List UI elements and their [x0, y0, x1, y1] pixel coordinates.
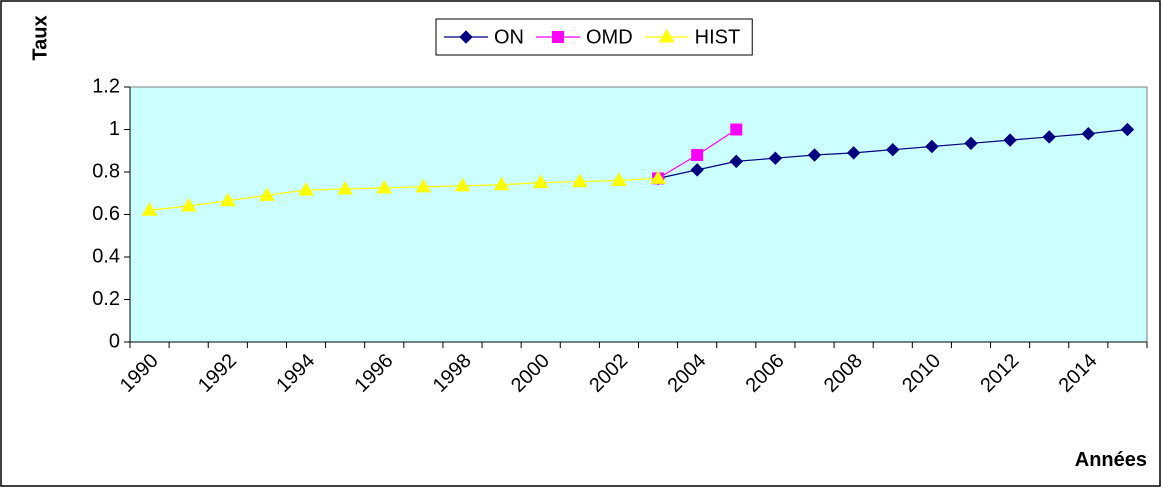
y-tick-label: 0.2: [92, 288, 120, 310]
marker: [730, 123, 743, 136]
y-axis-title: Taux: [29, 15, 51, 60]
marker: [768, 151, 783, 165]
marker: [493, 176, 510, 191]
marker: [729, 154, 743, 169]
marker: [180, 198, 197, 212]
marker: [846, 146, 861, 160]
marker: [532, 174, 549, 189]
legend: ON OMD HIST: [435, 18, 753, 56]
y-tick-label: 0.8: [92, 160, 120, 182]
series-line: [149, 177, 659, 211]
legend-label: OMD: [586, 26, 633, 48]
marker: [925, 139, 939, 154]
y-tick-label: 1.2: [92, 75, 120, 97]
marker: [611, 172, 627, 186]
y-tick-label: 1: [109, 118, 120, 140]
marker: [1042, 130, 1056, 144]
marker: [690, 163, 704, 177]
legend-marker: [658, 29, 675, 43]
y-tick-label: 0.6: [92, 203, 120, 225]
legend-marker: [552, 31, 564, 43]
marker: [337, 181, 354, 195]
marker: [141, 202, 158, 216]
marker: [1003, 133, 1017, 147]
marker: [650, 170, 666, 184]
y-tick-label: 0.4: [92, 245, 120, 267]
marker: [691, 149, 704, 161]
marker: [1120, 122, 1135, 137]
y-tick-label: 0: [109, 330, 120, 352]
legend-item: OMD: [536, 26, 633, 48]
marker: [376, 179, 393, 194]
marker: [298, 182, 314, 196]
legend-item: ON: [444, 26, 524, 48]
plot-area: [129, 86, 1148, 343]
marker: [807, 148, 822, 162]
legend-label: HIST: [695, 26, 741, 48]
marker: [1081, 127, 1096, 141]
x-axis-title: Années: [1075, 449, 1147, 471]
marker: [964, 136, 978, 151]
legend-item: HIST: [644, 26, 741, 48]
marker: [454, 177, 471, 192]
marker: [219, 192, 236, 207]
legend-label: ON: [494, 26, 524, 48]
marker: [415, 178, 432, 193]
marker: [886, 142, 900, 157]
marker: [571, 173, 588, 188]
marker: [259, 187, 275, 201]
legend-box: [435, 18, 753, 56]
legend-marker: [459, 30, 473, 44]
